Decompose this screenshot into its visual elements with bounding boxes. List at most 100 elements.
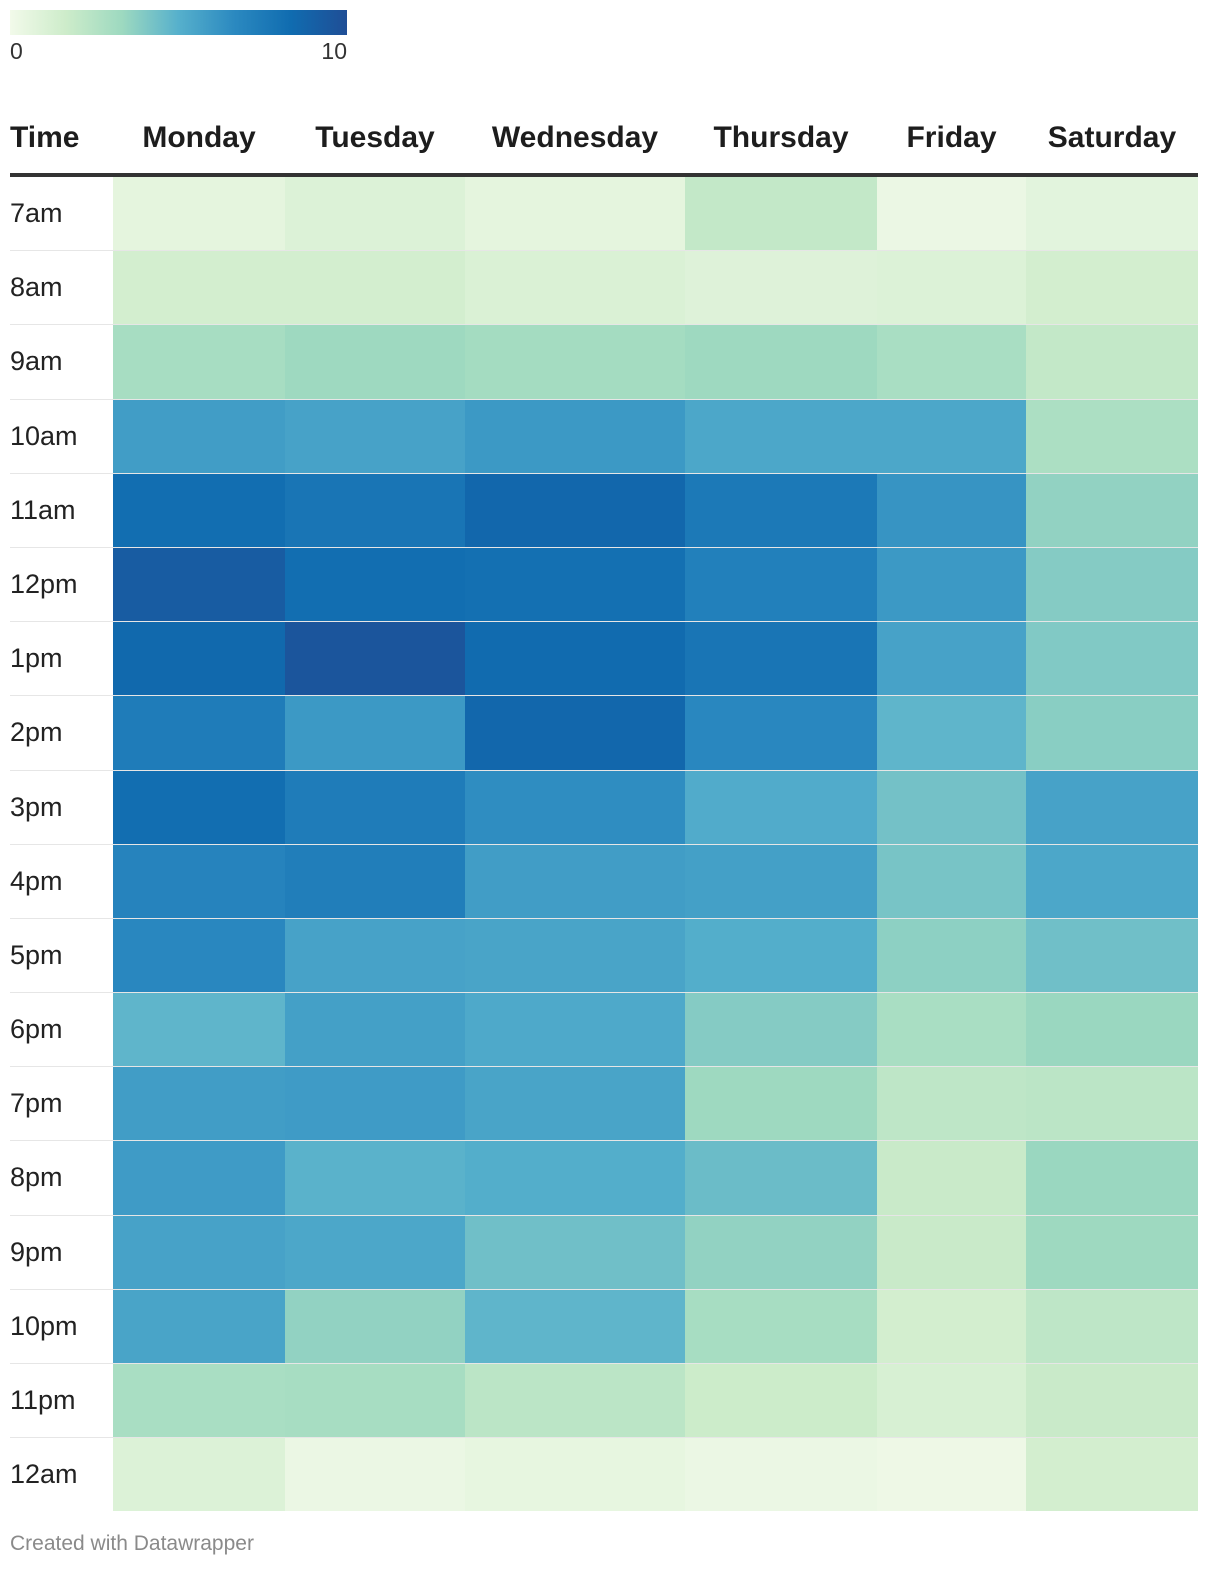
heatmap-cell	[685, 1215, 877, 1289]
row-label: 6pm	[10, 1014, 63, 1045]
row-label: 5pm	[10, 939, 63, 970]
heatmap-cell	[465, 1215, 685, 1289]
column-header-saturday: Saturday	[1047, 121, 1177, 154]
table-row: 11pm	[10, 1364, 1198, 1439]
heatmap-cell	[877, 399, 1026, 473]
table-row: 2pm	[10, 696, 1198, 771]
color-legend: 0 10	[10, 10, 347, 65]
table-row: 7am	[10, 177, 1198, 252]
heatmap-cell	[113, 696, 285, 770]
row-label: 1pm	[10, 643, 63, 674]
heatmap-cell	[1026, 993, 1198, 1067]
heatmap-cell	[465, 251, 685, 325]
table-row: 8am	[10, 251, 1198, 326]
heatmap-cell	[113, 325, 285, 399]
heatmap-cell	[285, 1215, 465, 1289]
table-row: 5pm	[10, 918, 1198, 994]
heatmap-cell	[1026, 918, 1198, 993]
row-label: 10am	[10, 420, 78, 451]
heatmap-cell	[285, 918, 465, 993]
heatmap-cell	[113, 177, 285, 251]
heatmap-cell	[685, 399, 877, 473]
heatmap-cell	[877, 547, 1026, 622]
heatmap-cell	[685, 1438, 877, 1512]
heatmap-cell	[685, 770, 877, 844]
heatmap-table: Time Monday Tuesday Wednesday Thursday Frida…	[10, 100, 1198, 1512]
heatmap-cell	[465, 1067, 685, 1141]
heatmap-cell	[1026, 770, 1198, 844]
heatmap-cell	[685, 844, 877, 918]
legend-gradient-bar	[10, 10, 347, 35]
heatmap-cell	[685, 696, 877, 770]
heatmap-cell	[877, 177, 1026, 251]
heatmap-cell	[1026, 622, 1198, 696]
heatmap-cell	[877, 1438, 1026, 1512]
heatmap-cell	[465, 844, 685, 918]
heatmap-cell	[465, 1438, 685, 1512]
heatmap-cell	[685, 325, 877, 399]
heatmap-cell	[685, 1289, 877, 1363]
heatmap-cell	[685, 993, 877, 1067]
heatmap-cell	[877, 696, 1026, 770]
heatmap-cell	[877, 844, 1026, 918]
row-label: 7am	[10, 198, 63, 228]
table-row: 6pm	[10, 993, 1198, 1068]
heatmap-cell	[285, 251, 465, 325]
heatmap-cell	[1026, 251, 1198, 325]
heatmap-cell	[1026, 177, 1198, 251]
row-label: 7pm	[10, 1088, 63, 1119]
heatmap-cell	[113, 918, 285, 993]
heatmap-cell	[285, 1289, 465, 1363]
heatmap-cell	[285, 1438, 465, 1512]
table-row: 11am	[10, 473, 1198, 548]
column-header-thursday: Thursday	[713, 121, 849, 154]
heatmap-cell	[285, 325, 465, 399]
heatmap-cell	[285, 993, 465, 1067]
heatmap-cell	[465, 993, 685, 1067]
table-row: 3pm	[10, 770, 1198, 845]
heatmap-cell	[465, 399, 685, 473]
table-row: 12pm	[10, 547, 1198, 623]
legend-min-label: 0	[10, 38, 23, 64]
heatmap-cell	[1026, 1438, 1198, 1512]
heatmap-cell	[285, 473, 465, 547]
heatmap-cell	[685, 622, 877, 696]
heatmap-cell	[877, 918, 1026, 993]
heatmap-cell	[685, 547, 877, 622]
heatmap-cell	[1026, 325, 1198, 399]
table-row: 1pm	[10, 622, 1198, 697]
table-row: 9am	[10, 325, 1198, 400]
heatmap-cell	[1026, 1141, 1198, 1215]
heatmap-cell	[285, 844, 465, 918]
heatmap-cell	[1026, 1289, 1198, 1363]
heatmap-cell	[877, 325, 1026, 399]
heatmap-cell	[113, 622, 285, 696]
heatmap-cell	[685, 1067, 877, 1141]
heatmap-cell	[465, 696, 685, 770]
heatmap-cell	[1026, 844, 1198, 918]
heatmap-cell	[113, 844, 285, 918]
heatmap-cell	[1026, 473, 1198, 547]
heatmap-cell	[113, 473, 285, 547]
heatmap-cell	[465, 622, 685, 696]
heatmap-cell	[877, 1215, 1026, 1289]
heatmap-cell	[465, 770, 685, 844]
heatmap-cell	[113, 1067, 285, 1141]
column-header-wednesday: Wednesday	[491, 121, 659, 154]
heatmap-cell	[1026, 696, 1198, 770]
time-column-header: Time	[10, 121, 80, 154]
row-label: 12am	[10, 1459, 78, 1490]
heatmap-cell	[877, 770, 1026, 844]
row-label: 4pm	[10, 865, 63, 896]
heatmap-cell	[685, 251, 877, 325]
row-label: 3pm	[10, 791, 63, 822]
heatmap-cell	[1026, 1364, 1198, 1438]
heatmap-cell	[113, 1289, 285, 1363]
row-label: 2pm	[10, 717, 63, 748]
heatmap-cell	[685, 1141, 877, 1215]
heatmap-cell	[1026, 1067, 1198, 1141]
row-label: 12pm	[10, 568, 78, 599]
table-row: 12am	[10, 1438, 1198, 1512]
heatmap-cell	[685, 918, 877, 993]
heatmap-cell	[877, 1289, 1026, 1363]
